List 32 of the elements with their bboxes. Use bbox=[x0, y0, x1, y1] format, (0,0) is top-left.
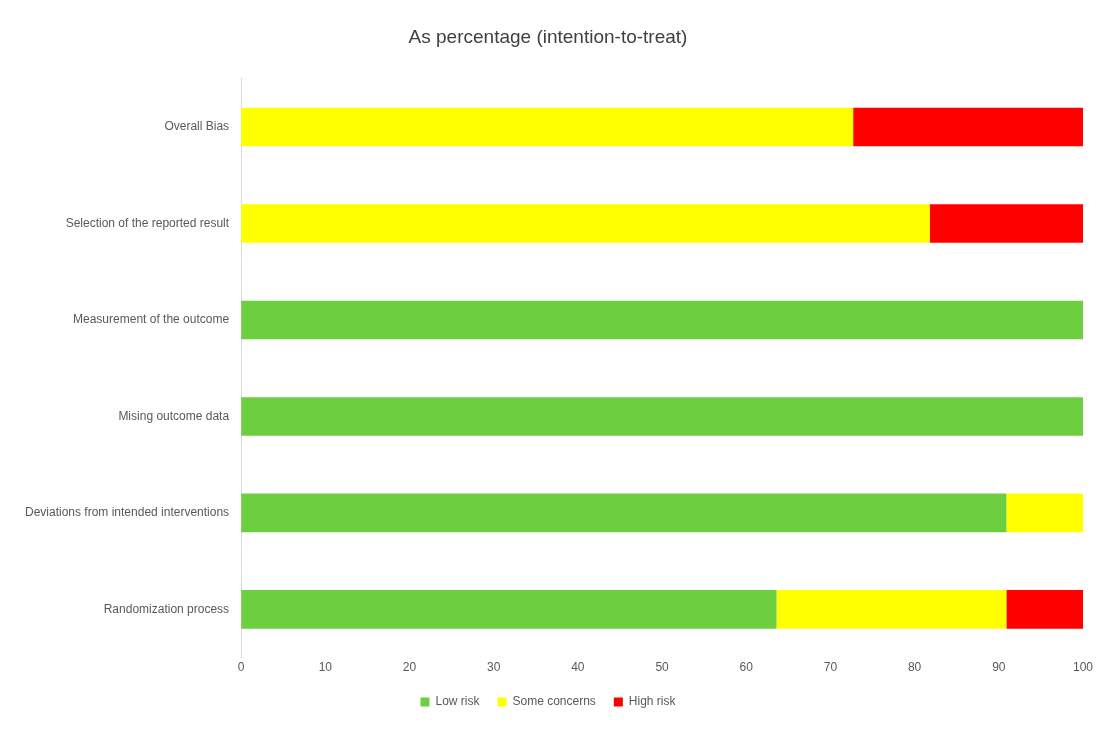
x-tick-label: 60 bbox=[739, 660, 754, 675]
bar bbox=[241, 300, 1083, 340]
legend-label: Some concerns bbox=[512, 694, 596, 709]
bar bbox=[929, 204, 1083, 243]
legend-label: High risk bbox=[628, 694, 677, 709]
x-tick-label: 40 bbox=[571, 660, 585, 675]
bar bbox=[776, 590, 1007, 629]
bar bbox=[1006, 590, 1083, 629]
legend-label: Low risk bbox=[435, 694, 481, 709]
bar bbox=[241, 107, 854, 147]
x-tick-label: 50 bbox=[655, 660, 670, 675]
y-tick-label: Selection of the reported result bbox=[65, 215, 230, 230]
x-tick-label: 100 bbox=[1072, 660, 1094, 675]
y-tick-label: Randomization process bbox=[103, 601, 230, 616]
chart-title: As percentage (intention-to-treat) bbox=[408, 25, 688, 47]
bar bbox=[241, 590, 777, 629]
x-tick-label: 70 bbox=[823, 660, 838, 675]
x-tick-label: 90 bbox=[992, 660, 1006, 675]
y-tick-label: Mising outcome data bbox=[118, 408, 230, 423]
y-tick-label: Measurement of the outcome bbox=[73, 312, 230, 327]
x-tick-label: 30 bbox=[487, 660, 501, 675]
y-tick-label: Overall Bias bbox=[164, 119, 230, 134]
bar bbox=[853, 107, 1083, 147]
bar bbox=[241, 204, 930, 243]
x-tick-label: 10 bbox=[318, 660, 333, 675]
y-tick-label: Deviations from intended interventions bbox=[24, 505, 230, 520]
bar bbox=[1006, 493, 1083, 533]
bar bbox=[241, 397, 1083, 436]
x-tick-label: 80 bbox=[907, 660, 922, 675]
x-tick-label: 20 bbox=[402, 660, 417, 675]
x-tick-label: 0 bbox=[237, 660, 245, 675]
bar bbox=[241, 493, 1007, 533]
